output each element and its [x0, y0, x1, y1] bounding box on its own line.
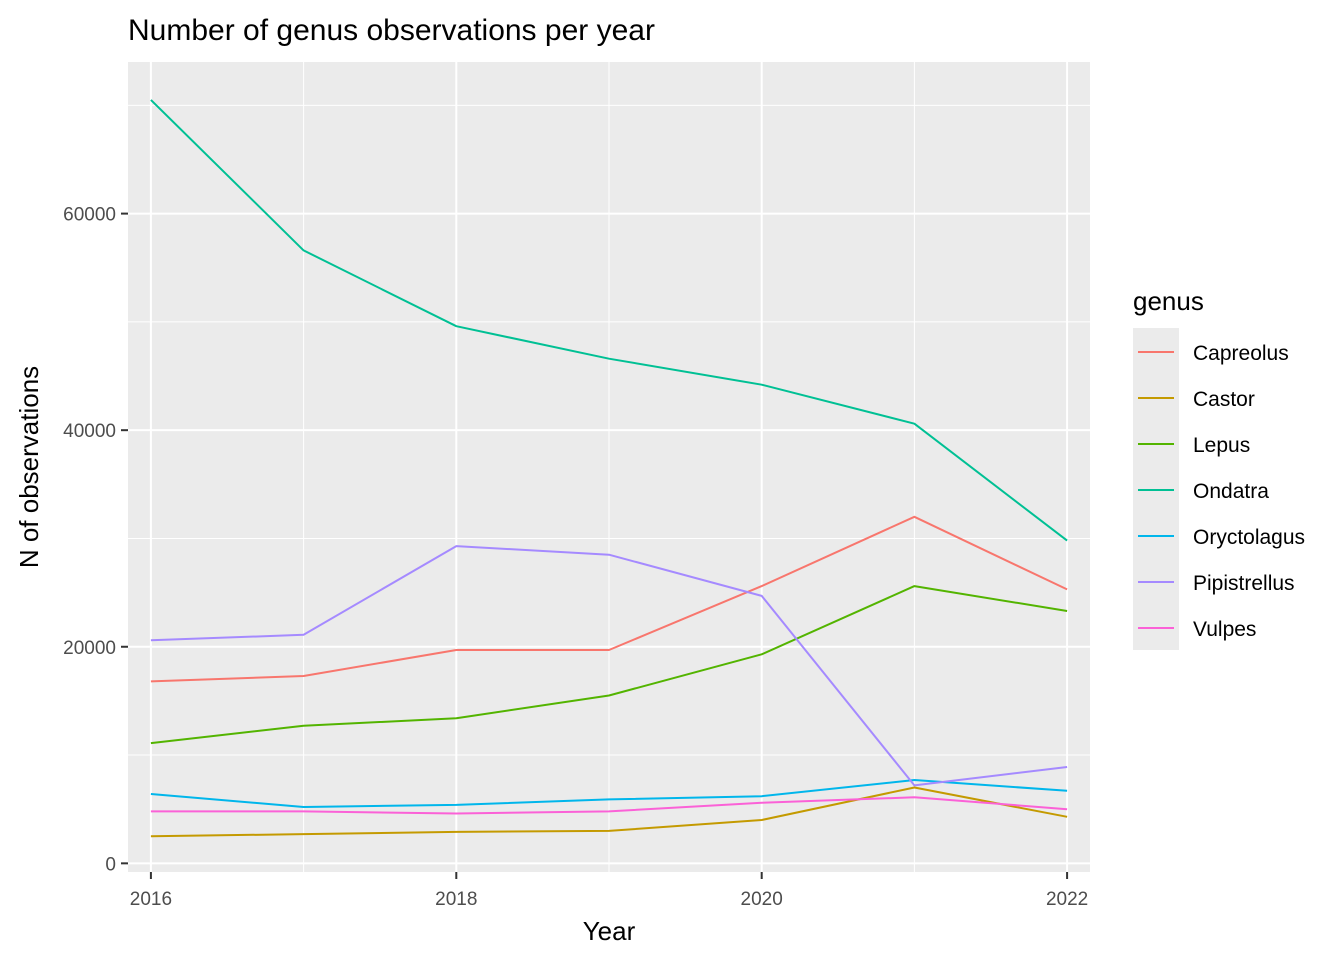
legend-item-castor: Castor [1138, 388, 1255, 411]
y-tick-label: 20000 [63, 638, 116, 659]
minor-gridlines [128, 62, 1090, 872]
legend-item-capreolus: Capreolus [1138, 342, 1289, 365]
series-lines [150, 99, 1068, 838]
series-line-lepus [150, 585, 1068, 745]
major-gridlines [128, 62, 1090, 872]
legend-label: Oryctolagus [1193, 526, 1305, 549]
legend-label: Capreolus [1193, 342, 1289, 365]
x-tick-label: 2022 [1046, 889, 1088, 910]
legend-item-lepus: Lepus [1138, 434, 1250, 457]
legend-item-pipistrellus: Pipistrellus [1138, 572, 1295, 595]
legend-item-vulpes: Vulpes [1138, 618, 1256, 641]
legend-item-oryctolagus: Oryctolagus [1138, 526, 1305, 549]
y-tick-label: 0 [105, 854, 116, 875]
legend-items: Capreolus Castor Lepus Ondatra Oryctolagus Pi… [1138, 342, 1305, 641]
legend-label: Pipistrellus [1193, 572, 1295, 595]
x-tick-label: 2016 [130, 889, 172, 910]
x-axis-title: Year [583, 916, 636, 946]
legend-label: Castor [1193, 388, 1255, 411]
x-tick-label: 2018 [435, 889, 477, 910]
series-line-oryctolagus [150, 779, 1068, 808]
y-tick-label: 40000 [63, 421, 116, 442]
chart-title: Number of genus observations per year [128, 14, 655, 47]
series-line-castor [150, 786, 1068, 838]
legend-label: Ondatra [1193, 480, 1269, 503]
series-line-pipistrellus [150, 545, 1068, 787]
y-tick-label: 60000 [63, 205, 116, 226]
y-axis: 0 20000 40000 60000 [63, 205, 128, 875]
y-axis-title: N of observations [14, 366, 44, 568]
legend-label: Vulpes [1193, 618, 1256, 641]
x-tick-label: 2020 [741, 889, 783, 910]
legend: genus Capreolus Castor Lepus Ondatra Oryctol… [1133, 286, 1305, 650]
legend-item-ondatra: Ondatra [1138, 480, 1269, 503]
series-line-vulpes [150, 796, 1068, 815]
legend-title: genus [1133, 286, 1204, 316]
legend-label: Lepus [1193, 434, 1250, 457]
series-line-capreolus [150, 515, 1068, 683]
x-axis: 2016 2018 2020 2022 [130, 872, 1088, 910]
series-line-ondatra [150, 99, 1068, 542]
